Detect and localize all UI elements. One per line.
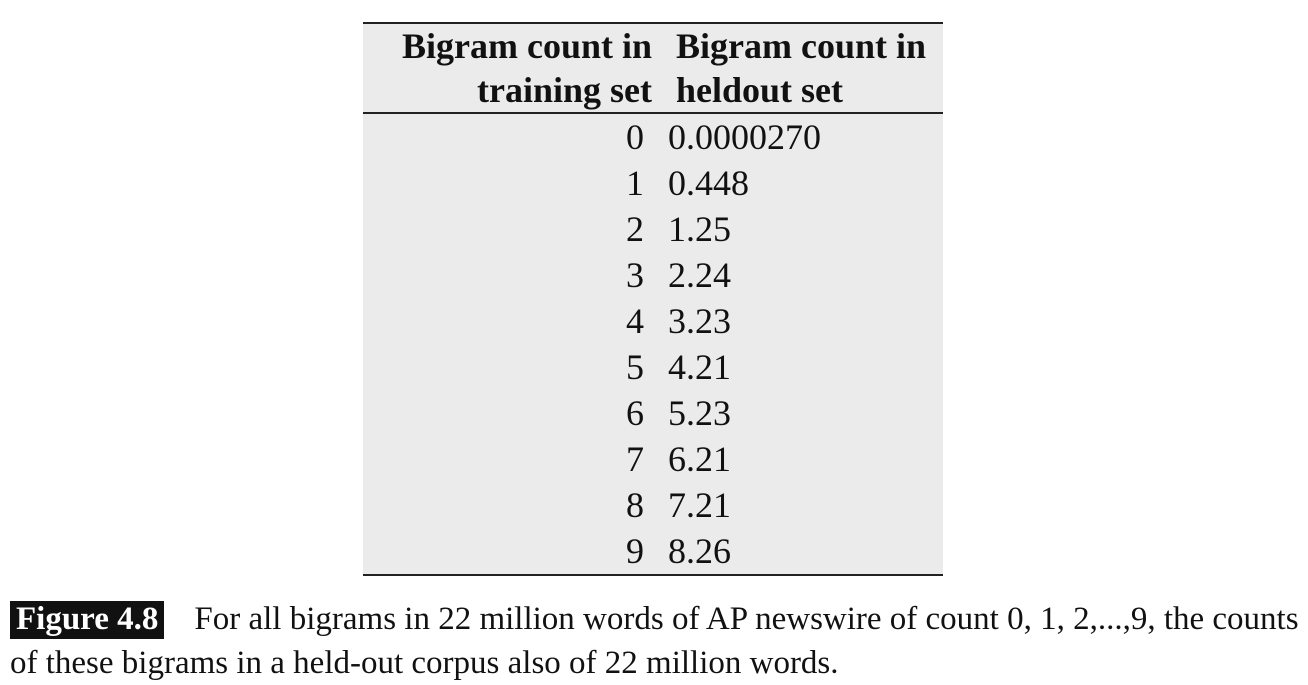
header-training-set: Bigram count in training set xyxy=(363,23,664,113)
cell-heldout-count: 7.21 xyxy=(668,485,731,525)
cell-heldout-count: 0.0000270 xyxy=(668,117,821,157)
table-row: 4 3.23 xyxy=(363,298,943,344)
cell-heldout-count: 8.26 xyxy=(668,531,731,571)
bigram-count-table-container: Bigram count in training set Bigram coun… xyxy=(363,22,943,576)
table-row: 8 7.21 xyxy=(363,482,943,528)
table-row: 7 6.21 xyxy=(363,436,943,482)
figure-label: Figure 4.8 xyxy=(10,601,165,639)
cell-training-count: 7 xyxy=(626,439,644,479)
header-heldout-line2: heldout set xyxy=(676,70,844,110)
header-training-line1: Bigram count in xyxy=(401,26,652,66)
cell-training-count: 8 xyxy=(626,485,644,525)
cell-heldout-count: 6.21 xyxy=(668,439,731,479)
cell-heldout-count: 5.23 xyxy=(668,393,731,433)
cell-heldout-count: 3.23 xyxy=(668,301,731,341)
cell-training-count: 9 xyxy=(626,531,644,571)
table-row: 1 0.448 xyxy=(363,160,943,206)
cell-training-count: 4 xyxy=(626,301,644,341)
cell-training-count: 0 xyxy=(626,117,644,157)
table-row: 9 8.26 xyxy=(363,528,943,575)
header-training-line2: training set xyxy=(477,70,652,110)
header-heldout-set: Bigram count in heldout set xyxy=(664,23,943,113)
cell-heldout-count: 4.21 xyxy=(668,347,731,387)
cell-training-count: 2 xyxy=(626,209,644,249)
figure-caption: Figure 4.8 For all bigrams in 22 million … xyxy=(10,597,1300,685)
table-header-row: Bigram count in training set Bigram coun… xyxy=(363,23,943,113)
figure-caption-text: For all bigrams in 22 million words of A… xyxy=(10,601,1299,681)
cell-heldout-count: 0.448 xyxy=(668,163,749,203)
header-heldout-line1: Bigram count in xyxy=(676,26,927,66)
cell-training-count: 3 xyxy=(626,255,644,295)
table-row: 0 0.0000270 xyxy=(363,113,943,160)
bigram-count-table: Bigram count in training set Bigram coun… xyxy=(363,22,943,576)
cell-training-count: 6 xyxy=(626,393,644,433)
table-row: 6 5.23 xyxy=(363,390,943,436)
cell-training-count: 1 xyxy=(626,163,644,203)
cell-heldout-count: 2.24 xyxy=(668,255,731,295)
cell-training-count: 5 xyxy=(626,347,644,387)
table-row: 5 4.21 xyxy=(363,344,943,390)
table-header: Bigram count in training set Bigram coun… xyxy=(363,23,943,113)
table-body: 0 0.0000270 1 0.448 2 1.25 3 2.24 4 3.23… xyxy=(363,113,943,575)
cell-heldout-count: 1.25 xyxy=(668,209,731,249)
table-row: 2 1.25 xyxy=(363,206,943,252)
table-row: 3 2.24 xyxy=(363,252,943,298)
